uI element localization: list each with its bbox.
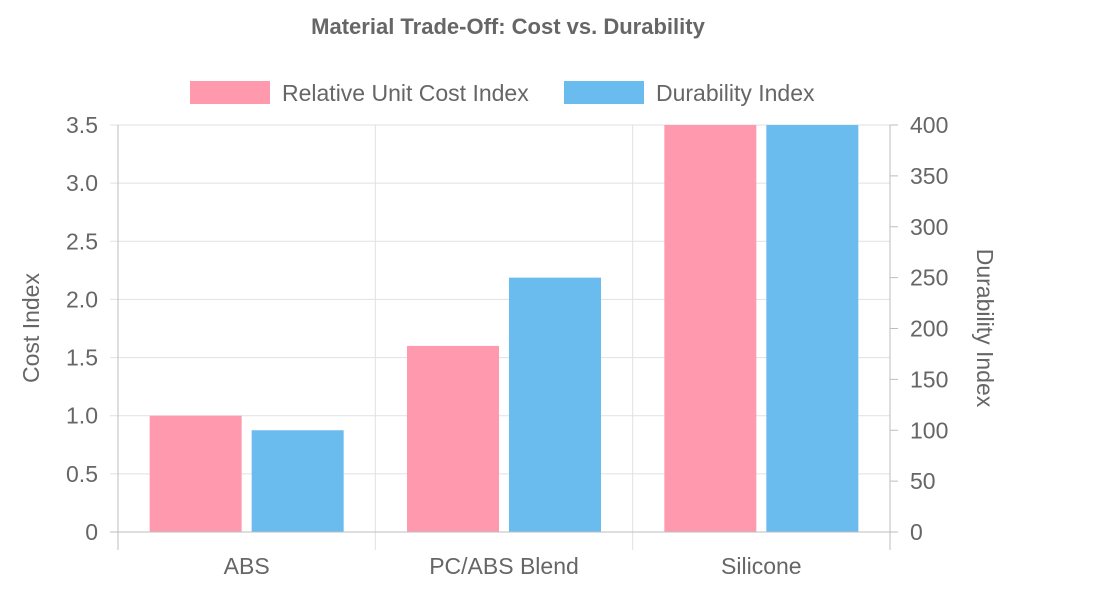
y-left-axis-title: Cost Index [18,273,44,383]
chart-title: Material Trade-Off: Cost vs. Durability [311,14,705,39]
y-right-tick-label: 200 [910,316,948,342]
y-left-tick-label: 0.5 [66,461,98,487]
legend-swatch-cost [190,81,270,104]
legend-label-cost: Relative Unit Cost Index [282,80,529,106]
y-right-tick-label: 100 [910,417,948,443]
y-left-tick-label: 1.0 [66,403,98,429]
x-tick-label: PC/ABS Blend [429,553,579,579]
x-tick-label: Silicone [721,553,802,579]
bar-cost[interactable] [664,125,757,532]
legend[interactable]: Relative Unit Cost Index Durability Inde… [190,80,815,106]
y-right-tick-label: 150 [910,366,948,392]
y-right-tick-label: 350 [910,163,948,189]
axes: 0 0.5 1.0 1.5 2.0 2.5 3.0 3.5 0 50 100 150 200 250 300… [66,112,948,579]
bar-cost[interactable] [407,345,499,532]
x-tick-label: ABS [224,553,270,579]
legend-swatch-durability [564,81,644,104]
y-right-tick-label: 250 [910,265,948,291]
legend-item-durability[interactable]: Durability Index [564,80,815,106]
bars [149,125,859,532]
legend-label-durability: Durability Index [656,80,815,106]
y-right-tick-label: 300 [910,214,948,240]
bar-durability[interactable] [766,125,859,532]
bar-cost[interactable] [149,415,242,532]
y-left-tick-label: 1.5 [66,345,98,371]
y-right-axis-title: Durability Index [972,249,998,408]
y-left-tick-label: 2.0 [66,286,98,312]
y-right-tick-label: 0 [910,519,923,545]
legend-item-cost[interactable]: Relative Unit Cost Index [190,80,529,106]
y-right-tick-label: 50 [910,468,936,494]
bar-durability[interactable] [509,277,601,532]
bar-durability[interactable] [251,430,344,532]
y-left-tick-label: 0 [85,519,98,545]
y-left-tick-label: 3.5 [66,112,98,138]
y-right-tick-label: 400 [910,112,948,138]
y-left-tick-label: 2.5 [66,228,98,254]
y-left-tick-label: 3.0 [66,170,98,196]
